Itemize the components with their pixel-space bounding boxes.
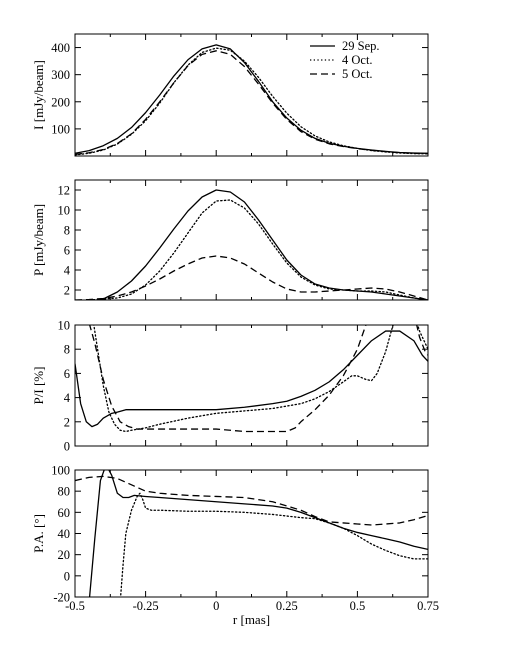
y-tick-label: 300 bbox=[51, 68, 70, 82]
series-line-solid bbox=[75, 330, 428, 428]
series-line-dotted bbox=[119, 492, 428, 597]
x-tick-label: -0.25 bbox=[133, 599, 159, 613]
panel-p-i: 0 2 4 6 8 10 P/I [%] bbox=[31, 319, 429, 454]
y-tick-label: 2 bbox=[64, 284, 70, 298]
series-line-solid bbox=[88, 470, 428, 597]
series-line-solid bbox=[75, 44, 428, 154]
y-axis-label: P.A. [°] bbox=[31, 514, 46, 553]
y-tick-label: 6 bbox=[64, 367, 70, 381]
series-line-dashed bbox=[89, 325, 367, 433]
y-tick-label: 12 bbox=[58, 184, 71, 198]
series-line-dotted bbox=[79, 199, 428, 300]
series-group bbox=[75, 470, 428, 597]
y-tick-label: 4 bbox=[64, 391, 71, 405]
series-line-dashed bbox=[75, 255, 428, 300]
y-tick-label: 200 bbox=[51, 95, 70, 109]
x-tick-label: 0 bbox=[213, 599, 219, 613]
series-group bbox=[75, 44, 428, 156]
series-line-dashed bbox=[75, 475, 428, 526]
plot-frame bbox=[74, 324, 429, 447]
series-line-dotted bbox=[93, 325, 394, 433]
y-axis-label: P/I [%] bbox=[31, 367, 46, 405]
y-tick-label: 8 bbox=[64, 343, 70, 357]
y-tick-label: 20 bbox=[58, 548, 71, 562]
x-tick-label: 0.75 bbox=[417, 599, 439, 613]
y-tick-label: 2 bbox=[64, 415, 70, 429]
series-line-dashed bbox=[75, 50, 428, 156]
plot-frame bbox=[74, 469, 429, 598]
series-line-solid bbox=[95, 189, 428, 300]
y-tick-label: -20 bbox=[53, 591, 70, 605]
x-tick-label: 0.25 bbox=[276, 599, 298, 613]
legend-label: 5 Oct. bbox=[342, 67, 373, 81]
y-tick-label: 0 bbox=[64, 440, 70, 454]
y-tick-label: 100 bbox=[51, 464, 70, 478]
series-line-dotted bbox=[416, 325, 428, 350]
y-tick-label: 6 bbox=[64, 244, 70, 258]
y-tick-label: 4 bbox=[64, 264, 71, 278]
y-axis-label: P [mJy/beam] bbox=[31, 204, 46, 276]
y-tick-label: 10 bbox=[58, 204, 71, 218]
legend: 29 Sep.4 Oct.5 Oct. bbox=[310, 39, 380, 81]
legend-label: 4 Oct. bbox=[342, 53, 373, 67]
y-tick-label: 400 bbox=[51, 41, 70, 55]
plot-frame bbox=[74, 179, 429, 301]
x-axis-label: r [mas] bbox=[233, 612, 270, 627]
y-tick-label: 8 bbox=[64, 224, 70, 238]
y-tick-label: 40 bbox=[58, 527, 71, 541]
series-line-dotted bbox=[75, 47, 428, 156]
y-tick-label: 80 bbox=[58, 485, 71, 499]
y-tick-label: 60 bbox=[58, 506, 71, 520]
series-group bbox=[75, 189, 428, 300]
y-tick-label: 10 bbox=[58, 319, 71, 333]
series-group bbox=[75, 325, 428, 433]
panel-i: 100 200 300 400 I [mJy/beam] 29 Sep.4 Oct.5 O… bbox=[31, 33, 429, 157]
legend-label: 29 Sep. bbox=[342, 39, 380, 53]
x-tick-label: 0.5 bbox=[350, 599, 366, 613]
y-axis-label: I [mJy/beam] bbox=[31, 60, 46, 130]
x-tick-label: -0.5 bbox=[65, 599, 85, 613]
panel-p-a-: -20 0 20 40 60 80 100 -0.5 -0.25 0 0.25 0.5 0.75 P.A.… bbox=[31, 464, 439, 628]
y-tick-label: 0 bbox=[64, 569, 70, 583]
y-tick-label: 100 bbox=[51, 122, 70, 136]
panel-p: 2 4 6 8 10 12 P [mJy/beam] bbox=[31, 179, 429, 301]
